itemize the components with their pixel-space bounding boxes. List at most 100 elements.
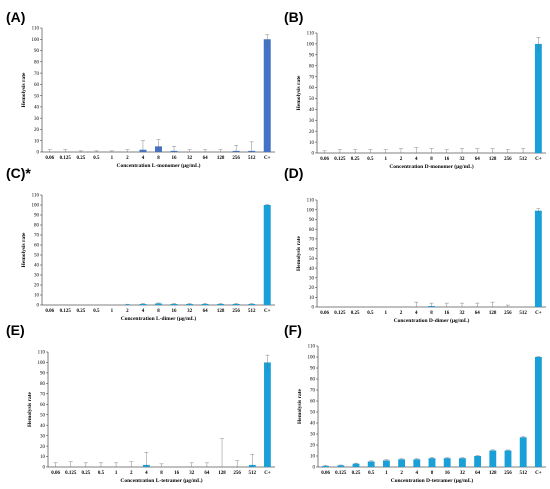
y-tick-label: 70 <box>40 393 46 398</box>
y-tick-label: 100 <box>307 43 315 48</box>
x-tick-label: 0.06 <box>321 471 330 476</box>
y-tick-label: 40 <box>309 108 315 113</box>
panel-letter: (A) <box>6 9 25 25</box>
x-tick-label: 16 <box>444 311 450 316</box>
x-tick-label: 0.25 <box>81 471 90 476</box>
panel-letter: (B) <box>284 9 303 25</box>
y-axis-label: Hemolysis rate <box>296 75 302 111</box>
bar <box>458 458 466 467</box>
x-tick-label: 0.125 <box>334 311 346 316</box>
x-tick-label: 8 <box>430 311 433 316</box>
y-tick-label: 20 <box>34 128 40 133</box>
x-tick-label: 16 <box>445 471 451 476</box>
y-tick-label: 80 <box>34 61 40 66</box>
x-tick-label: 1 <box>111 309 114 314</box>
x-tick-label: 64 <box>475 311 481 316</box>
y-tick-label: 60 <box>34 244 40 249</box>
x-tick-label: 0.25 <box>351 157 360 162</box>
x-tick-label: 256 <box>232 309 240 314</box>
y-tick-label: 110 <box>307 32 315 37</box>
x-tick-label: 64 <box>203 309 209 314</box>
x-tick-label: 4 <box>415 157 418 162</box>
bar <box>382 460 390 467</box>
x-tick-label: 1 <box>111 156 114 161</box>
x-axis-label: Concentration D-monomer (µg/mL) <box>389 163 474 170</box>
bar <box>504 450 512 467</box>
y-tick-label: 90 <box>34 214 40 219</box>
y-tick-label: 10 <box>309 141 315 146</box>
y-tick-label: 60 <box>310 400 316 405</box>
y-tick-label: 60 <box>40 403 46 408</box>
x-tick-label: 256 <box>504 157 512 162</box>
y-tick-label: 100 <box>307 208 315 213</box>
x-tick-label: 0.06 <box>320 157 329 162</box>
y-tick-label: 60 <box>309 247 315 252</box>
x-tick-label: 0.06 <box>320 311 329 316</box>
bar <box>264 362 271 467</box>
y-tick-label: 90 <box>34 49 40 54</box>
y-axis-label: Hemolysis rate <box>27 391 33 427</box>
x-tick-label: 0.25 <box>351 311 360 316</box>
y-axis-label: Hemolysis rate <box>296 235 302 271</box>
x-tick-label: 0.25 <box>76 156 85 161</box>
x-tick-label: 4 <box>142 309 145 314</box>
y-tick-label: 50 <box>40 413 46 418</box>
y-tick-label: 90 <box>309 54 315 59</box>
y-tick-label: 90 <box>40 372 46 377</box>
x-tick-label: 0.06 <box>45 156 54 161</box>
y-tick-label: 30 <box>34 274 40 279</box>
x-axis-label: Concentration L-monomer (µg/mL) <box>116 162 200 169</box>
x-tick-label: 4 <box>415 311 418 316</box>
y-tick-label: 110 <box>308 345 316 350</box>
y-tick-label: 90 <box>309 218 315 223</box>
x-axis-label: Concentration D-tetramer (µg/mL) <box>391 477 474 484</box>
y-tick-label: 10 <box>40 455 46 460</box>
y-tick-label: 70 <box>34 72 40 77</box>
x-tick-label: 256 <box>232 156 240 161</box>
y-tick-label: 10 <box>310 455 316 460</box>
y-tick-label: 60 <box>309 86 315 91</box>
x-tick-label: C+ <box>264 471 271 476</box>
x-tick-label: 256 <box>233 471 241 476</box>
x-tick-label: 32 <box>187 309 193 314</box>
x-tick-label: 2 <box>126 156 129 161</box>
y-tick-label: 70 <box>310 389 316 394</box>
y-tick-label: 110 <box>307 199 315 204</box>
x-tick-label: 0.5 <box>93 309 100 314</box>
x-tick-label: 0.25 <box>352 471 361 476</box>
x-tick-label: 0.5 <box>368 471 375 476</box>
bar <box>352 463 360 467</box>
y-tick-label: 30 <box>40 434 46 439</box>
x-tick-label: C+ <box>264 309 271 314</box>
bar <box>322 465 330 467</box>
x-tick-label: 4 <box>416 471 419 476</box>
x-tick-label: 512 <box>249 471 257 476</box>
bar <box>337 465 345 467</box>
x-tick-label: 2 <box>126 309 129 314</box>
y-tick-label: 10 <box>34 139 40 144</box>
x-tick-label: 128 <box>489 311 497 316</box>
y-tick-label: 100 <box>38 361 46 366</box>
x-tick-label: 1 <box>384 311 387 316</box>
y-tick-label: 90 <box>310 367 316 372</box>
bar <box>474 456 482 467</box>
x-tick-label: 4 <box>145 471 148 476</box>
x-tick-label: 1 <box>385 471 388 476</box>
y-tick-label: 110 <box>32 27 40 32</box>
bar <box>263 205 271 305</box>
y-tick-label: 70 <box>309 75 315 80</box>
panel-2: (C)* 0 10 20 30 40 50 60 70 80 90 100 110 Hemolysis r… <box>6 165 275 322</box>
x-tick-label: 128 <box>489 157 497 162</box>
x-tick-label: C+ <box>535 471 542 476</box>
y-tick-label: 70 <box>34 234 40 239</box>
panel-5: (F) 0 10 20 30 40 50 60 70 80 90 100 110 Hemolysis ra… <box>284 322 546 484</box>
x-tick-label: 16 <box>172 156 178 161</box>
bar <box>367 461 375 467</box>
y-tick-label: 80 <box>309 228 315 233</box>
y-tick-label: 80 <box>40 382 46 387</box>
x-tick-label: 512 <box>248 156 256 161</box>
x-tick-label: 0.5 <box>98 471 105 476</box>
x-tick-label: 8 <box>160 471 163 476</box>
x-tick-label: 64 <box>475 471 481 476</box>
